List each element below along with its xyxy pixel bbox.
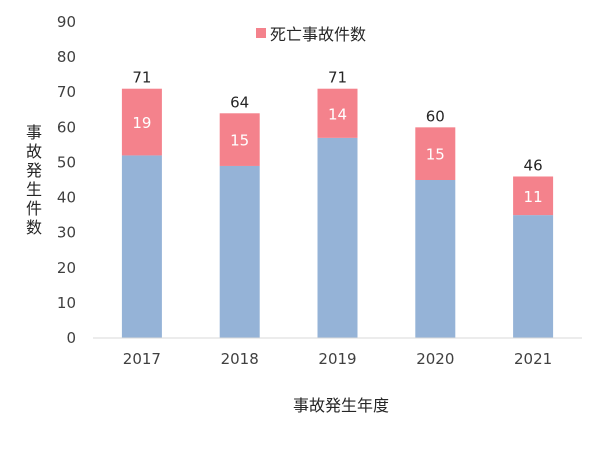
- legend-label-fatal: 死亡事故件数: [270, 25, 366, 44]
- bar-total-label: 71: [328, 69, 347, 87]
- bar-total-label: 71: [132, 69, 151, 87]
- y-axis-title: 事故発生件数: [26, 123, 42, 237]
- bar-segment-label: 11: [524, 188, 543, 206]
- y-tick-label: 90: [57, 13, 76, 31]
- bar-segment-nonfatal: [121, 155, 162, 338]
- x-tick-label: 2019: [318, 350, 356, 368]
- y-tick-label: 10: [57, 294, 76, 312]
- bar-segment-fatal: [317, 88, 358, 138]
- y-axis-ticks: 0 10 20 30 40 50 60 70 80 90: [57, 13, 76, 347]
- legend-swatch-fatal: [256, 28, 266, 38]
- y-tick-label: 20: [57, 259, 76, 277]
- y-tick-label: 40: [57, 189, 76, 207]
- y-tick-label: 0: [66, 329, 76, 347]
- x-tick-label: 2021: [514, 350, 552, 368]
- legend: 死亡事故件数: [256, 25, 366, 44]
- bar-segment-nonfatal: [415, 180, 456, 338]
- x-axis-ticks: 2017 2018 2019 2020 2021: [123, 350, 552, 368]
- bar-segment-label: 19: [132, 114, 151, 132]
- x-tick-label: 2018: [221, 350, 259, 368]
- x-tick-label: 2020: [416, 350, 454, 368]
- bar-segment-label: 14: [328, 105, 347, 123]
- bar-segment-fatal: [219, 113, 260, 166]
- y-tick-label: 70: [57, 83, 76, 101]
- bar-segment-label: 15: [426, 146, 445, 164]
- bar-total-label: 60: [426, 107, 445, 125]
- bar-segment-fatal: [513, 176, 554, 216]
- bar-total-label: 46: [524, 156, 543, 174]
- y-tick-label: 80: [57, 48, 76, 66]
- y-tick-label: 60: [57, 118, 76, 136]
- bar-segment-fatal: [415, 127, 456, 180]
- bar-segment-fatal: [121, 88, 162, 156]
- x-tick-label: 2017: [123, 350, 161, 368]
- y-tick-label: 30: [57, 224, 76, 242]
- bar-segment-nonfatal: [513, 215, 554, 338]
- bar-total-label: 64: [230, 93, 249, 111]
- bar-segment-nonfatal: [219, 165, 260, 338]
- x-axis-title: 事故発生年度: [293, 396, 389, 415]
- bar-segment-label: 15: [230, 132, 249, 150]
- bars: 19 71 15 64 14 71 15 60 11 46: [121, 69, 554, 338]
- bar-segment-nonfatal: [317, 137, 358, 338]
- y-tick-label: 50: [57, 153, 76, 171]
